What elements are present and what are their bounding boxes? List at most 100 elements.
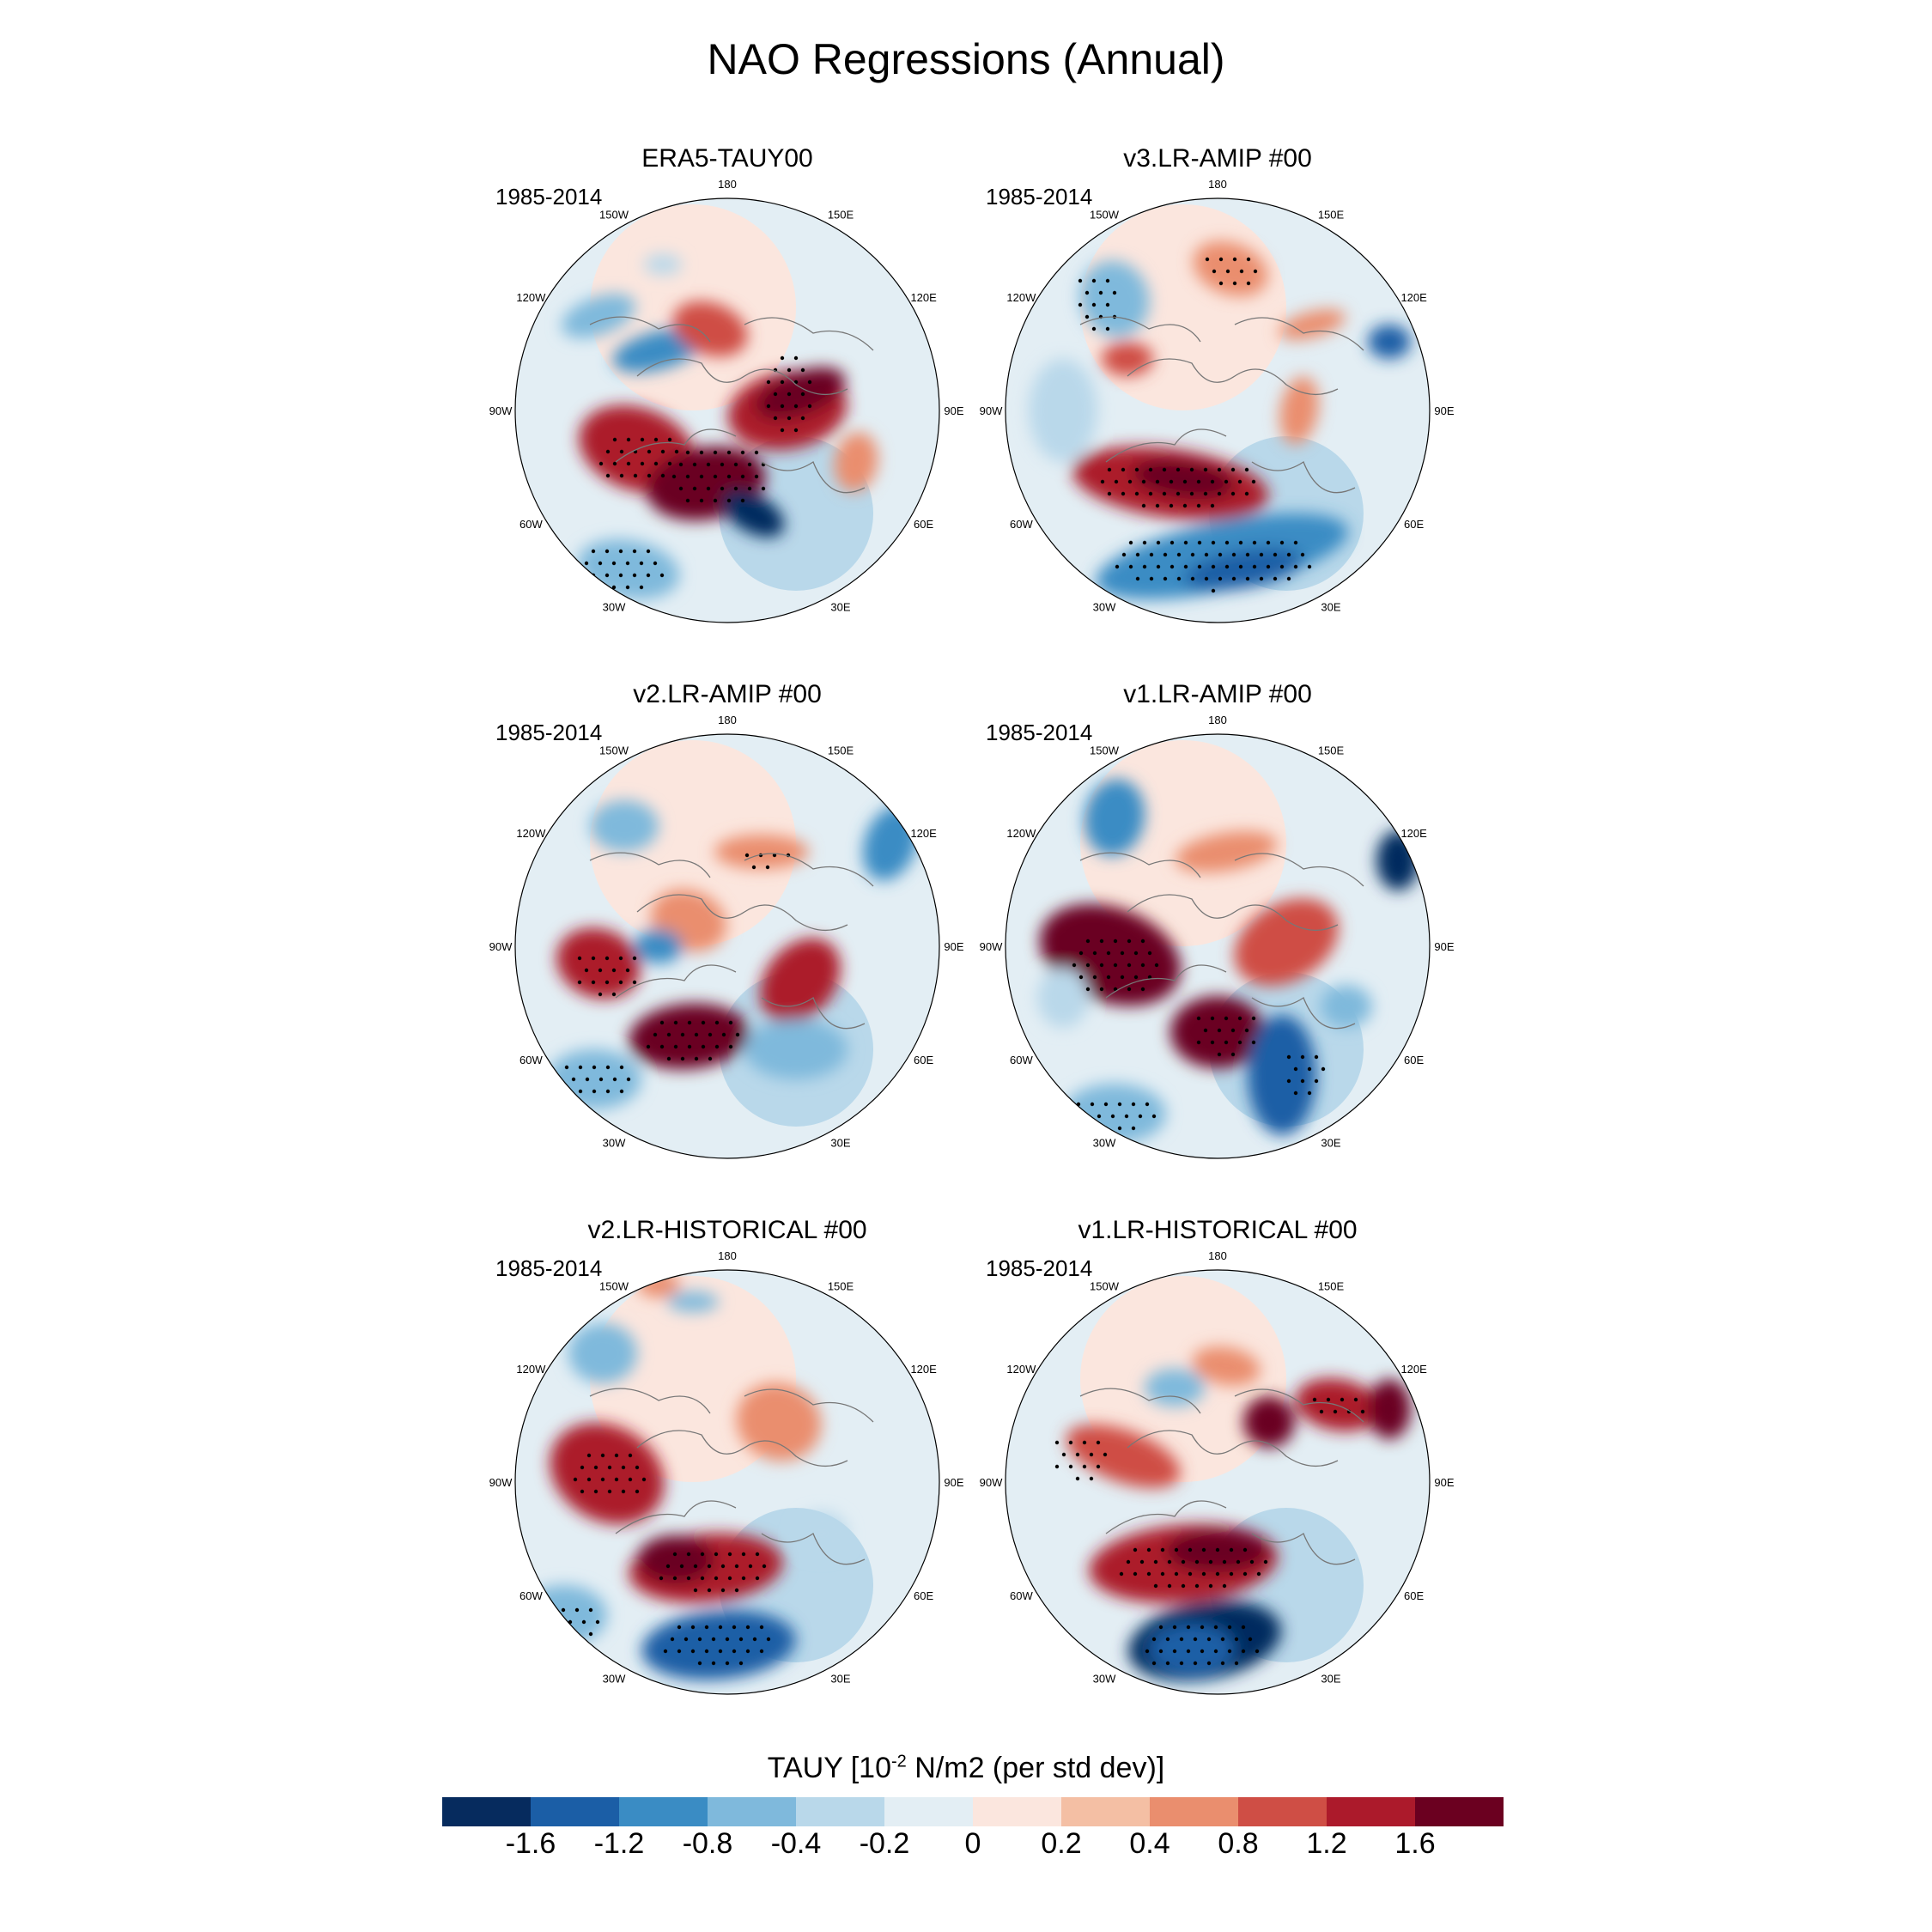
significance-dot: [1293, 564, 1298, 569]
coastline: [1105, 1500, 1227, 1534]
significance-dot: [1208, 1559, 1213, 1564]
longitude-label: 120W: [516, 1363, 546, 1376]
significance-dot: [1196, 1040, 1201, 1045]
significance-dot: [685, 450, 690, 455]
colorbar-segment: [442, 1797, 532, 1826]
significance-dot: [1353, 1397, 1358, 1402]
field-blob: [550, 1422, 665, 1525]
significance-dot: [687, 1020, 692, 1025]
significance-dot: [1162, 467, 1167, 472]
significance-dot: [1133, 951, 1139, 956]
significance-dot: [1153, 1559, 1158, 1564]
longitude-label: 120W: [516, 827, 546, 840]
significance-dot: [1208, 1583, 1213, 1589]
significance-dot: [1242, 1571, 1248, 1577]
significance-dot: [1211, 564, 1216, 569]
significance-dot: [591, 549, 596, 554]
significance-dot: [592, 1065, 597, 1070]
significance-dot: [1091, 278, 1097, 283]
longitude-label: 30W: [1093, 1673, 1116, 1686]
significance-dot: [653, 1032, 658, 1037]
significance-dot: [1206, 1661, 1212, 1666]
significance-dot: [577, 956, 582, 961]
significance-dot: [766, 404, 771, 409]
significance-dot: [1133, 1571, 1138, 1577]
significance-dot: [780, 380, 785, 385]
coastline: [615, 964, 737, 999]
significance-dot: [581, 1619, 586, 1625]
significance-dot: [625, 585, 630, 590]
significance-dot: [687, 1044, 692, 1049]
significance-dot: [1224, 540, 1230, 545]
field-blob: [644, 254, 682, 275]
map-boundary: [514, 733, 940, 1159]
longitude-label: 120E: [910, 1363, 937, 1376]
significance-dot: [1054, 1464, 1060, 1469]
significance-dot: [711, 1661, 716, 1666]
significance-dot: [653, 437, 659, 442]
significance-dot: [605, 473, 611, 478]
significance-dot: [1237, 1040, 1242, 1045]
significance-dot: [704, 1649, 709, 1654]
field-blob: [1132, 459, 1235, 500]
colorbar-title-exponent: -2: [891, 1752, 907, 1771]
significance-dot: [1089, 1452, 1094, 1457]
panel-period: 1985-2014: [495, 184, 603, 210]
significance-dot: [577, 980, 582, 985]
significance-dot: [1172, 1649, 1177, 1654]
significance-dot: [685, 498, 690, 503]
significance-dot: [1293, 540, 1298, 545]
significance-dot: [692, 462, 697, 467]
significance-dot: [573, 1477, 578, 1482]
significance-dot: [1218, 552, 1223, 557]
significance-dot: [1151, 1661, 1157, 1666]
colorbar-title-rest: N/m2 (per std dev)]: [906, 1752, 1165, 1784]
significance-dot: [1091, 326, 1097, 331]
longitude-label: 150W: [599, 208, 629, 221]
polar-map: 180150E120E90E60E30E030W60W90W120W150W: [489, 1250, 964, 1695]
significance-dot: [1279, 564, 1285, 569]
significance-dot: [605, 956, 610, 961]
significance-dot: [1179, 1661, 1184, 1666]
significance-dot: [787, 392, 792, 397]
significance-dot: [1229, 1571, 1234, 1577]
significance-dot: [1172, 1625, 1177, 1630]
coastline: [744, 1388, 874, 1423]
significance-dot: [1188, 1571, 1193, 1577]
map-field: [515, 1270, 939, 1694]
significance-dot: [660, 473, 665, 478]
significance-dot: [1333, 1409, 1338, 1414]
significance-dot: [1188, 1547, 1193, 1552]
significance-dot: [1252, 540, 1257, 545]
significance-dot: [1312, 1397, 1317, 1402]
longitude-label: 60W: [1010, 1054, 1033, 1066]
significance-dot: [1167, 1559, 1172, 1564]
significance-dot: [1210, 1040, 1215, 1045]
colorbar-tick: 0.8: [1218, 1827, 1259, 1860]
significance-dot: [1141, 479, 1146, 484]
significance-dot: [751, 865, 756, 870]
significance-dot: [1222, 1583, 1227, 1589]
longitude-label: 150E: [828, 1279, 854, 1292]
longitude-label: 30E: [1321, 1137, 1340, 1150]
significance-dot: [1126, 1559, 1131, 1564]
significance-dot: [632, 573, 637, 578]
significance-dot: [1360, 1409, 1365, 1414]
coastline: [1127, 358, 1339, 396]
significance-dot: [1314, 1054, 1319, 1060]
significance-dot: [721, 1032, 726, 1037]
significance-dot: [1170, 564, 1175, 569]
significance-dot: [1181, 1559, 1186, 1564]
significance-dot: [1146, 1571, 1151, 1577]
polar-map: 180150E120E90E60E30E030W60W90W120W150W: [980, 179, 1455, 623]
significance-dot: [612, 437, 617, 442]
longitude-label: 60E: [914, 518, 933, 531]
significance-dot: [793, 355, 799, 361]
significance-dot: [586, 1477, 592, 1482]
significance-dot: [1251, 479, 1256, 484]
coastline: [1105, 964, 1227, 999]
significance-dot: [1134, 491, 1139, 496]
significance-dot: [745, 1625, 750, 1630]
colorbar-tick: 1.2: [1306, 1827, 1347, 1860]
significance-dot: [1210, 1016, 1215, 1021]
